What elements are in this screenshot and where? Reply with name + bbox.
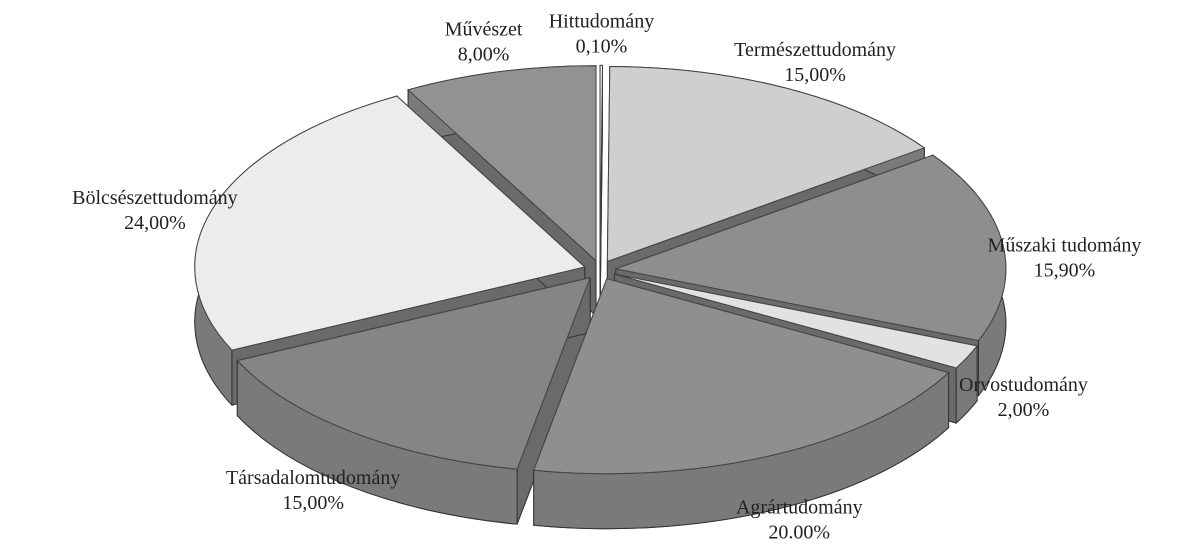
- slice-value: 15,90%: [1034, 259, 1096, 281]
- slice-value: 24,00%: [124, 212, 186, 234]
- slice-label: Társadalomtudomány: [226, 467, 400, 489]
- slice-top: [606, 65, 926, 263]
- slice-top: [614, 273, 978, 369]
- slice-top: [599, 64, 604, 261]
- slice-top: [236, 276, 591, 470]
- slice-value: 15,00%: [282, 492, 344, 514]
- slice-top: [407, 65, 597, 262]
- slice-label: Természettudomány: [734, 39, 896, 61]
- slice-value: 20.00%: [768, 521, 830, 543]
- slice-label: Bölcsészettudomány: [72, 187, 238, 209]
- slice-value: 8,00%: [458, 44, 510, 66]
- slice-value: 2,00%: [998, 399, 1050, 421]
- slice-value: 15,00%: [784, 64, 846, 86]
- slice-label: Művészet: [445, 19, 523, 41]
- slice: [236, 276, 591, 525]
- slice-label: Orvostudomány: [959, 374, 1088, 396]
- slice-label: Hittudomány: [549, 11, 655, 33]
- slice: [599, 64, 604, 316]
- slice-top: [614, 154, 1007, 342]
- slice-label: Műszaki tudomány: [988, 234, 1142, 256]
- slice-top: [194, 95, 586, 351]
- slice-top: [533, 278, 950, 475]
- slice-label: Agrártudomány: [736, 496, 863, 518]
- slice-value: 0,10%: [576, 36, 628, 58]
- slice: [533, 278, 950, 530]
